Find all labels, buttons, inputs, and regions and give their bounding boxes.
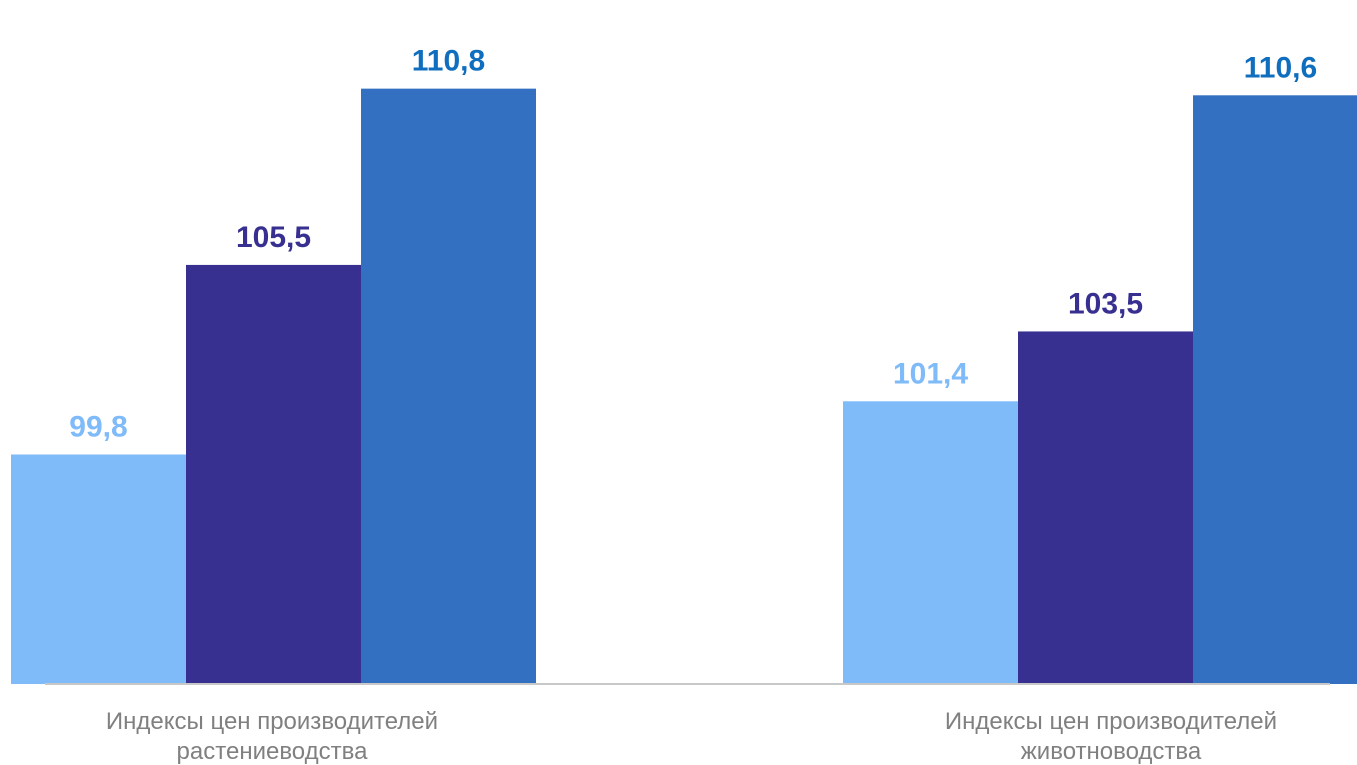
category-label-2-line-2: животноводства	[1021, 738, 1202, 765]
bars-group	[11, 88, 1357, 685]
data-label-series-2-cat-2: 103,5	[1068, 287, 1143, 320]
bar-series-1-cat-2	[843, 401, 1018, 684]
data-label-series-3-cat-2: 110,6	[1244, 51, 1317, 84]
bar-series-3-cat-2	[1193, 95, 1357, 685]
category-label-1-line-2: растениеводства	[177, 738, 369, 765]
category-label-2-line-1: Индексы цен производителей	[945, 708, 1277, 735]
bar-series-2-cat-2	[1018, 331, 1193, 684]
category-label-1-line-1: Индексы цен производителей	[106, 708, 438, 735]
value-labels-group: 99,8 101,4 105,5 103,5 110,8 110,6	[69, 45, 1317, 444]
bar-series-2-cat-1	[186, 264, 361, 684]
data-label-series-3-cat-1: 110,8	[412, 45, 485, 78]
data-label-series-1-cat-2: 101,4	[893, 357, 968, 390]
bar-series-3-cat-1	[361, 88, 536, 685]
bar-series-1-cat-1	[11, 454, 186, 684]
category-labels-group: Индексы цен производителей растениеводств…	[106, 708, 1277, 765]
data-label-series-1-cat-1: 99,8	[69, 411, 127, 444]
data-label-series-2-cat-1: 105,5	[236, 221, 311, 254]
